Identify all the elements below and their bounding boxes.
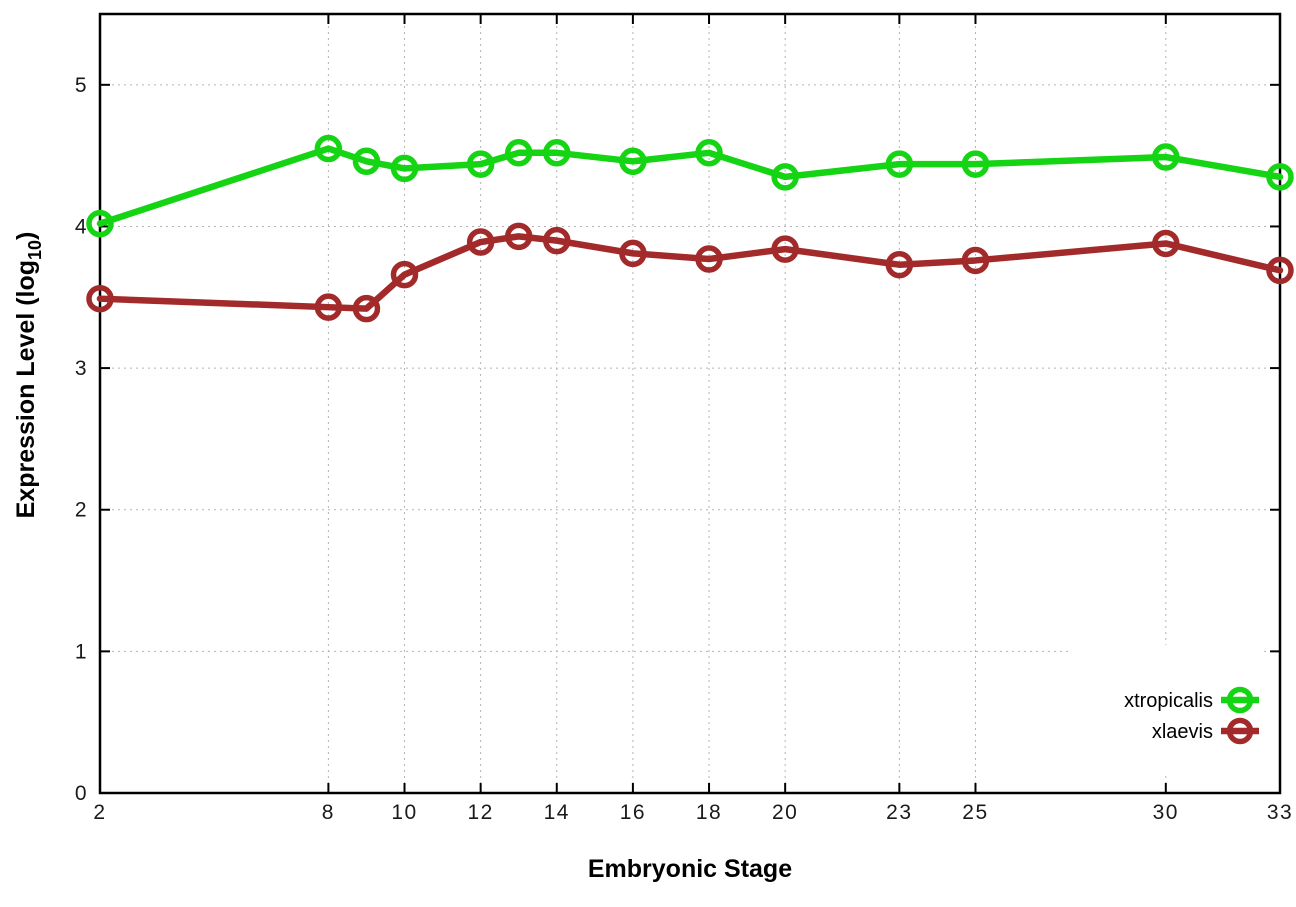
x-tick-label: 8 (322, 801, 335, 824)
data-point-xlaevis (504, 222, 533, 251)
legend: xtropicalis xlaevis (1124, 686, 1259, 745)
x-tick-label: 12 (467, 801, 493, 824)
data-point-xlaevis (352, 294, 381, 323)
data-point-xtropicalis (961, 150, 990, 178)
legend-label-xtropicalis: xtropicalis (1124, 690, 1213, 712)
y-tick-label: 3 (75, 357, 88, 380)
plot-border (98, 12, 1282, 795)
data-point-xtropicalis (86, 209, 114, 238)
data-point-xlaevis (885, 250, 914, 279)
data-point-xtropicalis (885, 150, 914, 178)
data-point-xlaevis (86, 284, 114, 313)
x-tick-label: 14 (544, 801, 570, 824)
data-point-xtropicalis (619, 147, 647, 176)
x-axis-title: Embryonic Stage (588, 855, 792, 883)
y-tick-label: 4 (75, 215, 88, 238)
y-axis-title-suffix: ) (12, 232, 40, 240)
series-line-xtropicalis (96, 145, 1284, 227)
legend-marker-icon (1226, 717, 1254, 745)
y-tick-label: 2 (75, 499, 88, 522)
data-point-xlaevis (1152, 229, 1180, 258)
x-tick-label: 16 (620, 801, 646, 824)
x-tick-label: 20 (772, 801, 798, 824)
y-axis-title-subscript: 10 (25, 240, 45, 260)
data-point-xtropicalis (1266, 163, 1294, 191)
data-point-xlaevis (1266, 256, 1294, 285)
legend-marker-icon (1226, 686, 1254, 714)
data-point-xtropicalis (390, 154, 419, 183)
data-point-xlaevis (695, 245, 723, 273)
data-point-xlaevis (314, 293, 343, 321)
data-point-xtropicalis (771, 163, 799, 191)
grid-layer (100, 14, 1280, 793)
y-axis-title: Expression Level (log10) (12, 232, 45, 519)
x-tick-label: 10 (391, 801, 417, 824)
data-point-xtropicalis (352, 147, 381, 176)
data-point-xlaevis (543, 226, 571, 255)
data-point-xlaevis (619, 239, 647, 268)
y-tick-label: 1 (75, 640, 88, 663)
y-tick-label: 5 (75, 74, 88, 97)
x-tick-label: 2 (93, 801, 106, 824)
data-point-xtropicalis (466, 150, 495, 178)
data-point-xtropicalis (695, 139, 723, 167)
x-tick-label: 23 (886, 801, 912, 824)
x-tick-label: 30 (1153, 801, 1179, 824)
series-layer (86, 134, 1294, 323)
data-point-xlaevis (961, 246, 990, 275)
data-point-xlaevis (390, 260, 419, 289)
data-point-xtropicalis (314, 134, 343, 163)
series-line-xlaevis (96, 233, 1284, 312)
data-point-xtropicalis (1152, 143, 1180, 171)
x-tick-label: 25 (962, 801, 988, 824)
legend-label-xlaevis: xlaevis (1152, 721, 1213, 743)
data-point-xtropicalis (504, 139, 533, 167)
x-tick-label: 33 (1267, 801, 1293, 824)
data-point-xlaevis (771, 235, 799, 263)
data-point-xtropicalis (543, 139, 571, 167)
y-axis-title-prefix: Expression Level (log (12, 260, 40, 518)
x-tick-label: 18 (696, 801, 722, 824)
y-tick-label: 0 (75, 782, 88, 805)
data-point-xlaevis (466, 228, 495, 256)
